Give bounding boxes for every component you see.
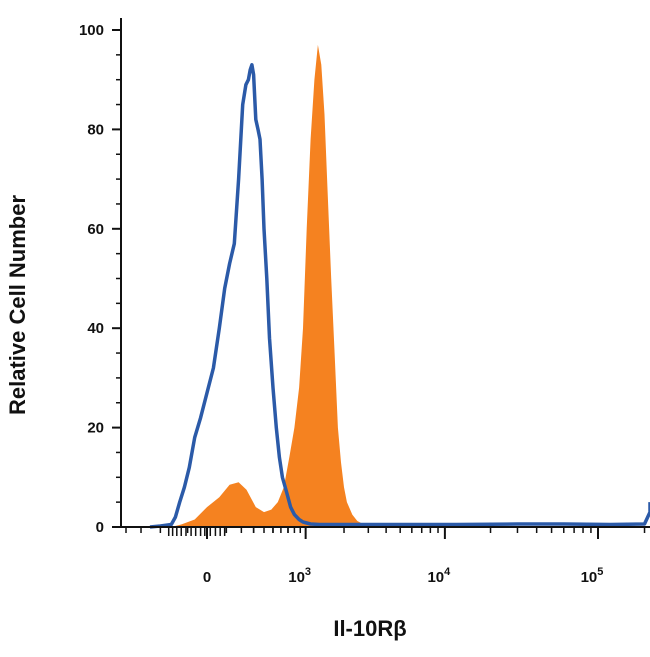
y-tick-label-100: 100	[79, 22, 104, 39]
y-tick-layer: 0 20 40 60 80 100	[79, 22, 121, 536]
x-tick-label-3: 105	[581, 566, 604, 586]
y-tick-label-20: 20	[87, 420, 104, 437]
x-tick-label-1: 103	[288, 566, 311, 586]
y-tick-label-60: 60	[87, 221, 104, 238]
y-tick-label-0: 0	[96, 519, 104, 536]
minor-tick-layer	[125, 527, 646, 536]
x-tick-label-2: 104	[427, 566, 451, 586]
line-histogram-1	[149, 63, 650, 529]
y-axis-title: Relative Cell Number	[5, 195, 30, 416]
y-tick-label-40: 40	[87, 320, 104, 337]
series-layer	[149, 44, 650, 529]
x-tick-layer: 0 103 104 105	[203, 527, 604, 586]
x-axis-title: Il-10Rβ	[333, 616, 406, 641]
x-tick-label-0: 0	[203, 569, 211, 586]
y-tick-label-80: 80	[87, 121, 104, 138]
axis-layer	[120, 18, 650, 528]
